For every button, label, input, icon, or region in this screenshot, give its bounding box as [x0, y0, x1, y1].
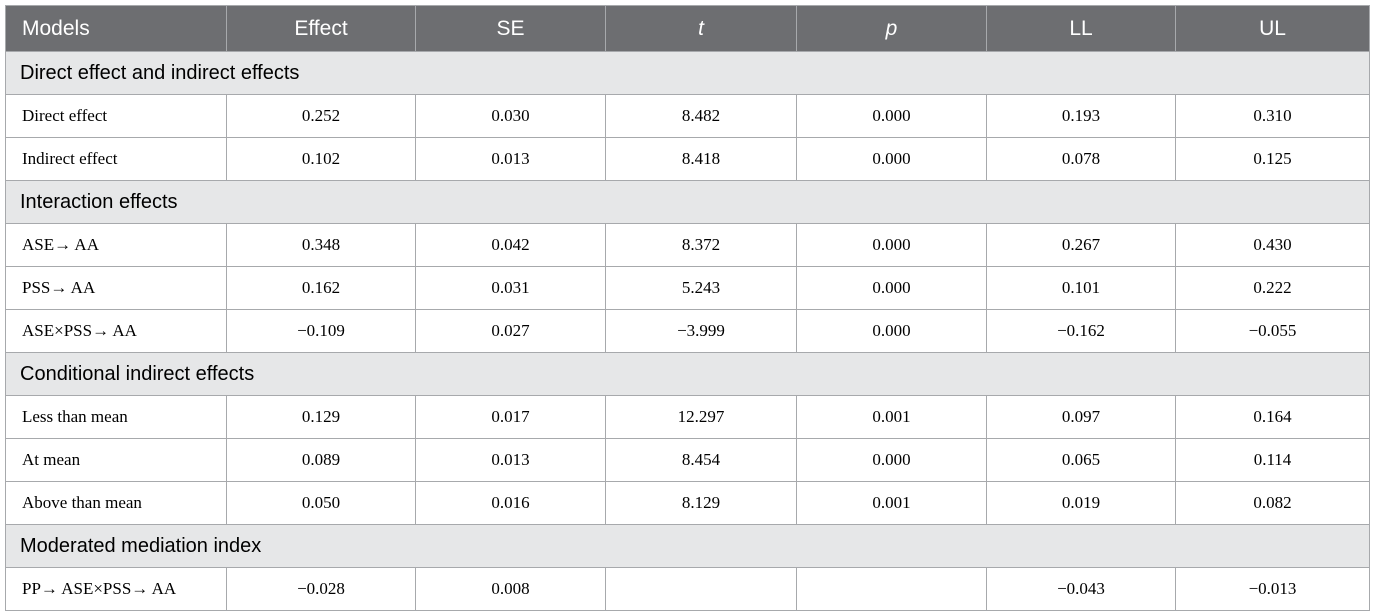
data-row: Less than mean 0.129 0.017 12.297 0.001 0.097…	[5, 395, 1370, 439]
cell: 0.430	[1175, 223, 1370, 267]
cell: 0.013	[415, 137, 606, 181]
cell: 0.164	[1175, 395, 1370, 439]
cell: −0.109	[226, 309, 416, 353]
cell: −0.013	[1175, 567, 1370, 611]
empty-cell	[605, 567, 797, 611]
cell: 0.252	[226, 94, 416, 138]
section-title: Direct effect and indirect effects	[5, 51, 1370, 95]
cell: 0.000	[796, 438, 987, 482]
data-row: ASE→ AA 0.348 0.042 8.372 0.000 0.267 0.430	[5, 223, 1370, 267]
cell: 0.097	[986, 395, 1176, 439]
column-header: p	[796, 5, 987, 52]
cell: 0.101	[986, 266, 1176, 310]
cell: 0.013	[415, 438, 606, 482]
section-row: Conditional indirect effects	[5, 352, 1370, 396]
cell: −0.055	[1175, 309, 1370, 353]
data-row: Indirect effect 0.102 0.013 8.418 0.000 0.078…	[5, 137, 1370, 181]
cell: 0.031	[415, 266, 606, 310]
cell: −3.999	[605, 309, 797, 353]
section-row: Moderated mediation index	[5, 524, 1370, 568]
data-row: PSS→ AA 0.162 0.031 5.243 0.000 0.101 0.222	[5, 266, 1370, 310]
cell: 0.027	[415, 309, 606, 353]
empty-cell	[796, 567, 987, 611]
section-row: Interaction effects	[5, 180, 1370, 224]
results-table: Models Effect SE t p LL UL Direct effect and i…	[5, 5, 1370, 611]
cell: 0.114	[1175, 438, 1370, 482]
cell: 8.482	[605, 94, 797, 138]
cell: 0.102	[226, 137, 416, 181]
cell: 8.454	[605, 438, 797, 482]
row-label: ASE×PSS→ AA	[5, 309, 227, 353]
cell: 0.348	[226, 223, 416, 267]
cell: −0.162	[986, 309, 1176, 353]
cell: 12.297	[605, 395, 797, 439]
cell: 8.129	[605, 481, 797, 525]
section-row: Direct effect and indirect effects	[5, 51, 1370, 95]
table-body: Direct effect and indirect effects Direct…	[5, 51, 1370, 611]
row-label: PP→ ASE×PSS→ AA	[5, 567, 227, 611]
cell: 0.129	[226, 395, 416, 439]
cell: 0.001	[796, 481, 987, 525]
cell: 0.000	[796, 137, 987, 181]
row-label: Less than mean	[5, 395, 227, 439]
data-row: Direct effect 0.252 0.030 8.482 0.000 0.193 0.…	[5, 94, 1370, 138]
section-title: Interaction effects	[5, 180, 1370, 224]
cell: 0.089	[226, 438, 416, 482]
cell: 0.030	[415, 94, 606, 138]
row-label: At mean	[5, 438, 227, 482]
header-row: Models Effect SE t p LL UL	[5, 5, 1370, 52]
row-label: Above than mean	[5, 481, 227, 525]
cell: 0.050	[226, 481, 416, 525]
column-header: t	[605, 5, 797, 52]
cell: 0.162	[226, 266, 416, 310]
cell: 0.016	[415, 481, 606, 525]
cell: 0.001	[796, 395, 987, 439]
cell: 0.310	[1175, 94, 1370, 138]
cell: 0.078	[986, 137, 1176, 181]
cell: 0.000	[796, 266, 987, 310]
row-label: PSS→ AA	[5, 266, 227, 310]
cell: 0.008	[415, 567, 606, 611]
row-label: Direct effect	[5, 94, 227, 138]
cell: 0.000	[796, 223, 987, 267]
section-title: Conditional indirect effects	[5, 352, 1370, 396]
cell: 0.065	[986, 438, 1176, 482]
cell: 0.222	[1175, 266, 1370, 310]
row-label: Indirect effect	[5, 137, 227, 181]
column-header: Models	[5, 5, 227, 52]
cell: −0.028	[226, 567, 416, 611]
data-row: At mean 0.089 0.013 8.454 0.000 0.065 0.114	[5, 438, 1370, 482]
cell: 5.243	[605, 266, 797, 310]
section-title: Moderated mediation index	[5, 524, 1370, 568]
cell: 0.042	[415, 223, 606, 267]
cell: 0.000	[796, 309, 987, 353]
column-header: Effect	[226, 5, 416, 52]
cell: 0.193	[986, 94, 1176, 138]
cell: 0.000	[796, 94, 987, 138]
cell: 0.017	[415, 395, 606, 439]
column-header: LL	[986, 5, 1176, 52]
cell: 0.267	[986, 223, 1176, 267]
data-row: ASE×PSS→ AA −0.109 0.027 −3.999 0.000 −0.162−…	[5, 309, 1370, 353]
cell: 0.019	[986, 481, 1176, 525]
cell: 0.125	[1175, 137, 1370, 181]
cell: 8.372	[605, 223, 797, 267]
column-header: UL	[1175, 5, 1370, 52]
data-row: Above than mean 0.050 0.016 8.129 0.001 0.019…	[5, 481, 1370, 525]
column-header: SE	[415, 5, 606, 52]
cell: −0.043	[986, 567, 1176, 611]
cell: 0.082	[1175, 481, 1370, 525]
cell: 8.418	[605, 137, 797, 181]
data-row: PP→ ASE×PSS→ AA −0.028 0.008 −0.043 −0.013	[5, 567, 1370, 611]
row-label: ASE→ AA	[5, 223, 227, 267]
